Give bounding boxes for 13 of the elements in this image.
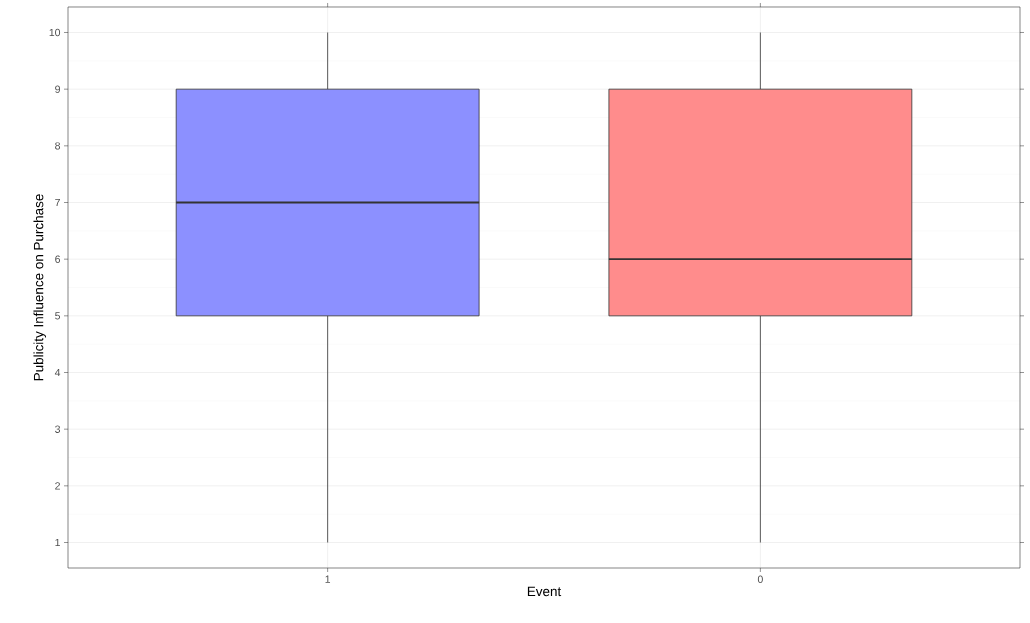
y-tick-label: 8 xyxy=(55,142,61,150)
y-tick-label: 9 xyxy=(55,85,60,93)
x-axis-title: Event xyxy=(527,586,562,597)
y-tick-label: 2 xyxy=(55,482,60,490)
y-tick-label: 6 xyxy=(55,255,61,263)
y-tick-label: 7 xyxy=(55,198,60,207)
y-axis-title: Publicity Influence on Purchase xyxy=(33,194,47,381)
x-tick-label: 0 xyxy=(757,575,763,583)
y-tick-label: 1 xyxy=(55,538,60,547)
y-tick-label: 4 xyxy=(54,368,61,377)
y-tick-label: 5 xyxy=(55,312,61,320)
y-tick-label: 3 xyxy=(55,425,61,433)
y-tick-label: 10 xyxy=(49,28,61,37)
